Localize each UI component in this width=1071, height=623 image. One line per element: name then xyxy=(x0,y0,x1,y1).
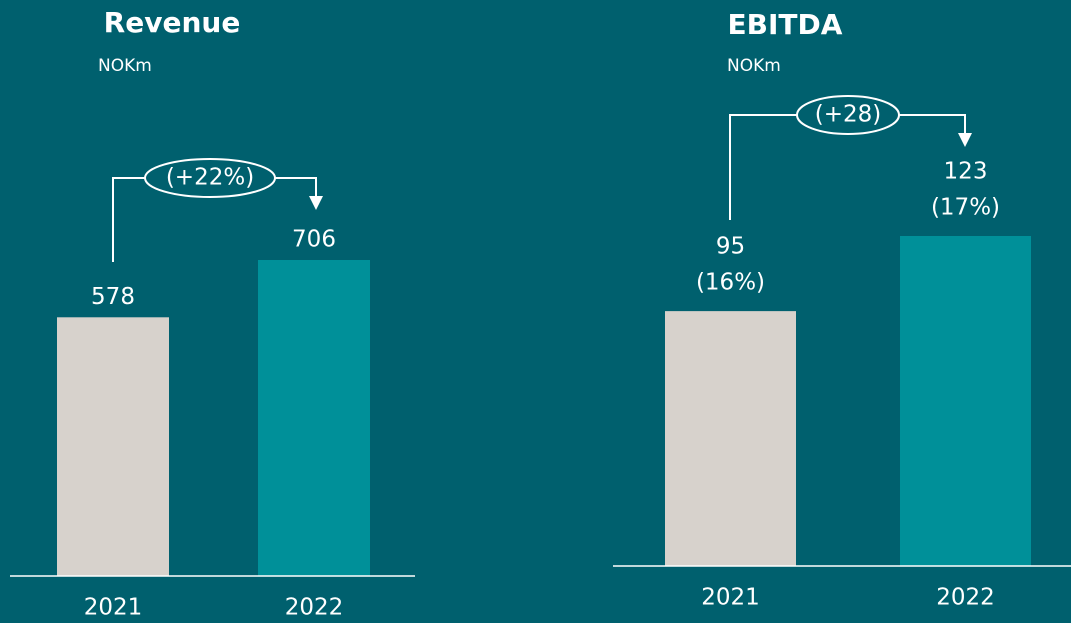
arrow-head xyxy=(309,196,323,210)
unit-label: NOKm xyxy=(727,56,781,76)
x-tick-label: 2021 xyxy=(701,585,760,611)
x-tick-label: 2022 xyxy=(936,585,995,611)
bar xyxy=(665,311,796,566)
value-label: 706 xyxy=(292,227,336,253)
unit-label: NOKm xyxy=(98,56,152,76)
bracket xyxy=(899,114,966,135)
annotation-oval xyxy=(796,95,900,135)
bar xyxy=(258,260,370,576)
annotation: (+28) xyxy=(815,102,881,128)
arrow-head xyxy=(958,133,972,147)
x-tick-label: 2022 xyxy=(285,595,344,621)
bar xyxy=(57,317,169,576)
annotation: (+22%) xyxy=(166,165,254,191)
bar xyxy=(900,236,1031,566)
margin-label: (17%) xyxy=(931,195,1000,221)
bracket xyxy=(275,177,317,198)
chart-title: EBITDA xyxy=(728,8,843,41)
chart-title: Revenue xyxy=(104,6,241,39)
bracket xyxy=(112,177,145,262)
value-label: 578 xyxy=(91,284,135,310)
margin-label: (16%) xyxy=(696,270,765,296)
x-tick-label: 2021 xyxy=(84,595,143,621)
bracket xyxy=(729,114,797,220)
value-label: 95 xyxy=(716,234,745,260)
annotation-oval xyxy=(144,158,276,198)
value-label: 123 xyxy=(944,159,988,185)
